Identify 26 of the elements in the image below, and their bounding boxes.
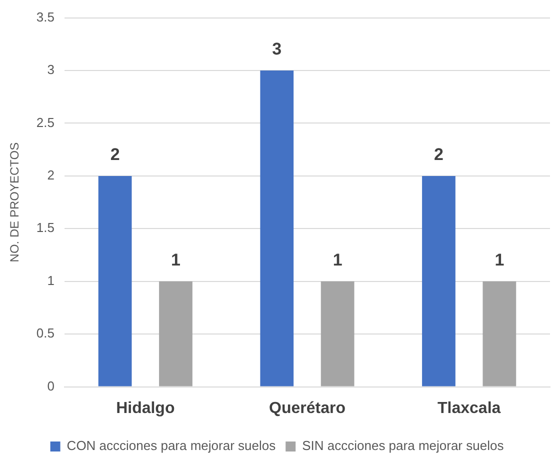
bar	[482, 281, 516, 386]
x-tick-label: Hidalgo	[116, 400, 175, 417]
y-tick-label: 2.5	[36, 114, 54, 130]
bar	[260, 70, 294, 386]
y-tick-label: 3	[47, 62, 54, 78]
data-label: 2	[434, 145, 444, 164]
bar	[422, 176, 456, 386]
data-label: 1	[171, 250, 180, 270]
y-tick-label: 1.5	[36, 220, 54, 236]
bar	[98, 176, 132, 386]
legend-label: SIN accciones para mejorar suelos	[302, 438, 504, 454]
bar	[320, 281, 354, 386]
data-label: 3	[272, 40, 282, 59]
y-tick-label: 0.5	[36, 326, 54, 341]
data-label: 1	[332, 250, 342, 270]
y-axis-title: NO. DE PROYECTOS	[8, 142, 22, 262]
data-label: 2	[110, 145, 120, 164]
x-tick-label: Querétaro	[269, 400, 346, 417]
x-tick-label: Tlaxcala	[438, 400, 501, 417]
y-tick-label: 2	[47, 168, 54, 183]
data-label: 1	[494, 250, 504, 270]
y-tick-label: 0	[47, 378, 54, 394]
legend-label: CON accciones para mejorar suelos	[66, 438, 276, 454]
bar	[159, 281, 192, 386]
y-tick-label: 3.5	[36, 9, 54, 24]
y-tick-label: 1	[47, 272, 54, 288]
